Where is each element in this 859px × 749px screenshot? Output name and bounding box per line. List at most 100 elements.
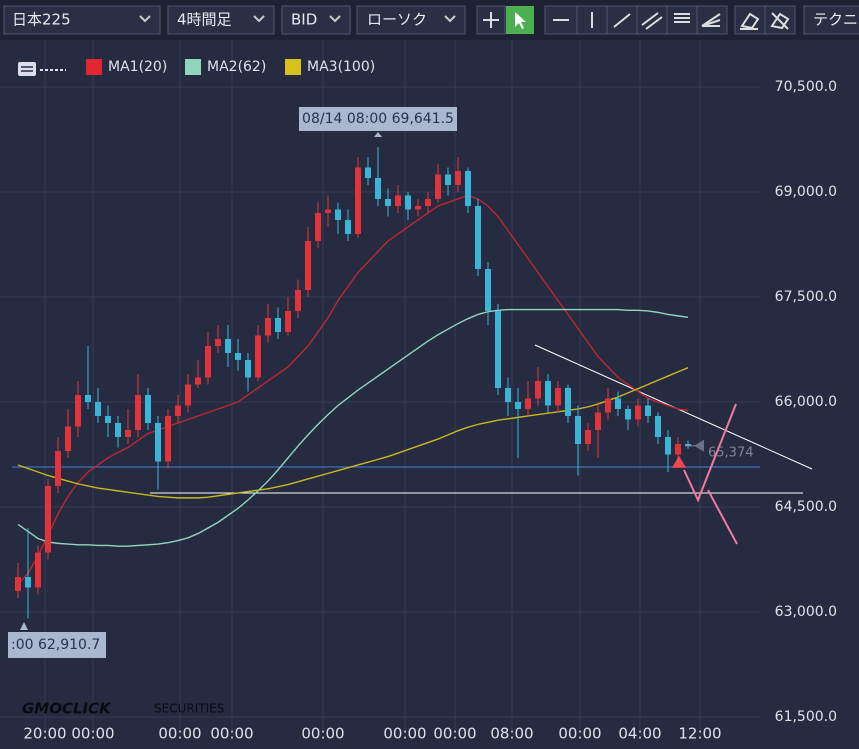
candle-body [115, 422, 121, 437]
x-tick-label: 00:00 [558, 725, 601, 743]
x-tick-label: 04:00 [618, 725, 661, 743]
candle-body [325, 209, 331, 213]
drawn-arrow [707, 489, 738, 545]
high-label-box [299, 107, 457, 131]
candle-body [635, 405, 641, 420]
fan-button[interactable] [696, 5, 728, 35]
candle-body [75, 394, 81, 427]
candle-body [175, 405, 181, 416]
legend: MA1(20) MA2(62) MA3(100) [18, 59, 375, 76]
legend-swatch [86, 59, 102, 75]
y-tick-label: 66,000.0 [775, 394, 837, 410]
candle-body [395, 195, 401, 206]
legend-swatch [285, 59, 301, 75]
candle-body [155, 422, 161, 462]
candle-body [145, 394, 151, 423]
symbol-select[interactable]: 日本225 [3, 5, 161, 35]
candle-body [515, 401, 521, 409]
x-tick-label: 00:00 [383, 725, 426, 743]
symbol: 日本225 [12, 11, 71, 29]
candle-body [505, 387, 511, 402]
candle-body [95, 401, 101, 416]
y-tick-label: 63,000.0 [775, 604, 837, 620]
candle-body [305, 240, 311, 290]
watermark-suffix: SECURITIES [154, 702, 224, 716]
timeframe: 4時間足 [177, 11, 232, 29]
comment-icon[interactable] [18, 62, 66, 76]
last-price-label: 65,374 [708, 445, 754, 460]
candle-body [255, 335, 261, 378]
candle-body [215, 338, 221, 346]
candle-body [405, 195, 411, 210]
channel-button[interactable] [636, 5, 668, 35]
style-select[interactable]: ローソク [356, 5, 466, 35]
x-tick-label: 20:00 [23, 725, 66, 743]
plot-area: 20:00 00:00 00:00 00:00 00:00 00:00 00:00 08:00… [0, 40, 837, 743]
timeframe-select[interactable]: 4時間足 [167, 5, 275, 35]
candle-body [435, 174, 441, 199]
technical: テクニ [813, 11, 858, 29]
candle-body [445, 174, 451, 185]
candle-body [265, 317, 271, 336]
candle-body [375, 177, 381, 199]
candle-body [165, 415, 171, 462]
pointer-button[interactable] [506, 6, 534, 34]
candle-body [685, 443, 691, 446]
candle-body [35, 552, 41, 588]
candle-body [45, 485, 51, 553]
candle-body [455, 170, 461, 185]
side: BID [291, 11, 317, 29]
candle-body [495, 310, 501, 388]
select-box [281, 5, 351, 35]
low-pointer [20, 622, 28, 630]
candle-body [245, 359, 251, 378]
candle-body [625, 408, 631, 420]
x-tick-label: 00:00 [301, 725, 344, 743]
candle-body [85, 394, 91, 402]
vline-button[interactable] [576, 5, 608, 35]
eraser-button[interactable] [734, 5, 766, 35]
candle-body [585, 429, 591, 444]
select-box [167, 5, 275, 35]
select-box [356, 5, 466, 35]
candle-body [135, 394, 141, 430]
candle-body [205, 345, 211, 378]
ma-line [17, 308, 689, 547]
candle-body [385, 198, 391, 206]
candle-body [195, 377, 201, 385]
candle-body [565, 387, 571, 416]
candle-body [535, 380, 541, 399]
candle-body [365, 167, 371, 178]
side-select[interactable]: BID [281, 5, 351, 35]
crosshair-button[interactable] [476, 5, 506, 35]
caret [139, 15, 151, 23]
candle-body [415, 205, 421, 210]
candle-body [655, 415, 661, 437]
candle-body [65, 426, 71, 451]
legend-swatch [185, 59, 201, 75]
candle-body [645, 405, 651, 416]
x-tick-label: 12:00 [678, 725, 721, 743]
low-label: :00 62,910.7 [11, 637, 100, 653]
trendline-button[interactable] [606, 5, 638, 35]
fibo-button[interactable] [666, 5, 698, 35]
hline-button[interactable] [544, 5, 578, 35]
candle-body [615, 398, 621, 409]
candle-body [335, 209, 341, 220]
y-tick-label: 64,500.0 [775, 499, 837, 515]
ma-line [17, 194, 689, 585]
candle-body [475, 205, 481, 269]
erase-all-button[interactable] [764, 5, 796, 35]
y-tick-label: 61,500.0 [775, 709, 837, 725]
candle-body [545, 380, 551, 406]
x-tick-label: 08:00 [490, 725, 533, 743]
technical-button[interactable]: テクニ [803, 5, 859, 35]
candle-body [555, 387, 561, 406]
legend-label: MA3(100) [307, 59, 375, 75]
last-price-marker [694, 439, 704, 452]
high-label: 08/14 08:00 69,641.5 [302, 111, 454, 127]
candle-body [605, 398, 611, 413]
watermark-brand: GMOCLICK [22, 700, 112, 718]
candle-body [55, 450, 61, 486]
